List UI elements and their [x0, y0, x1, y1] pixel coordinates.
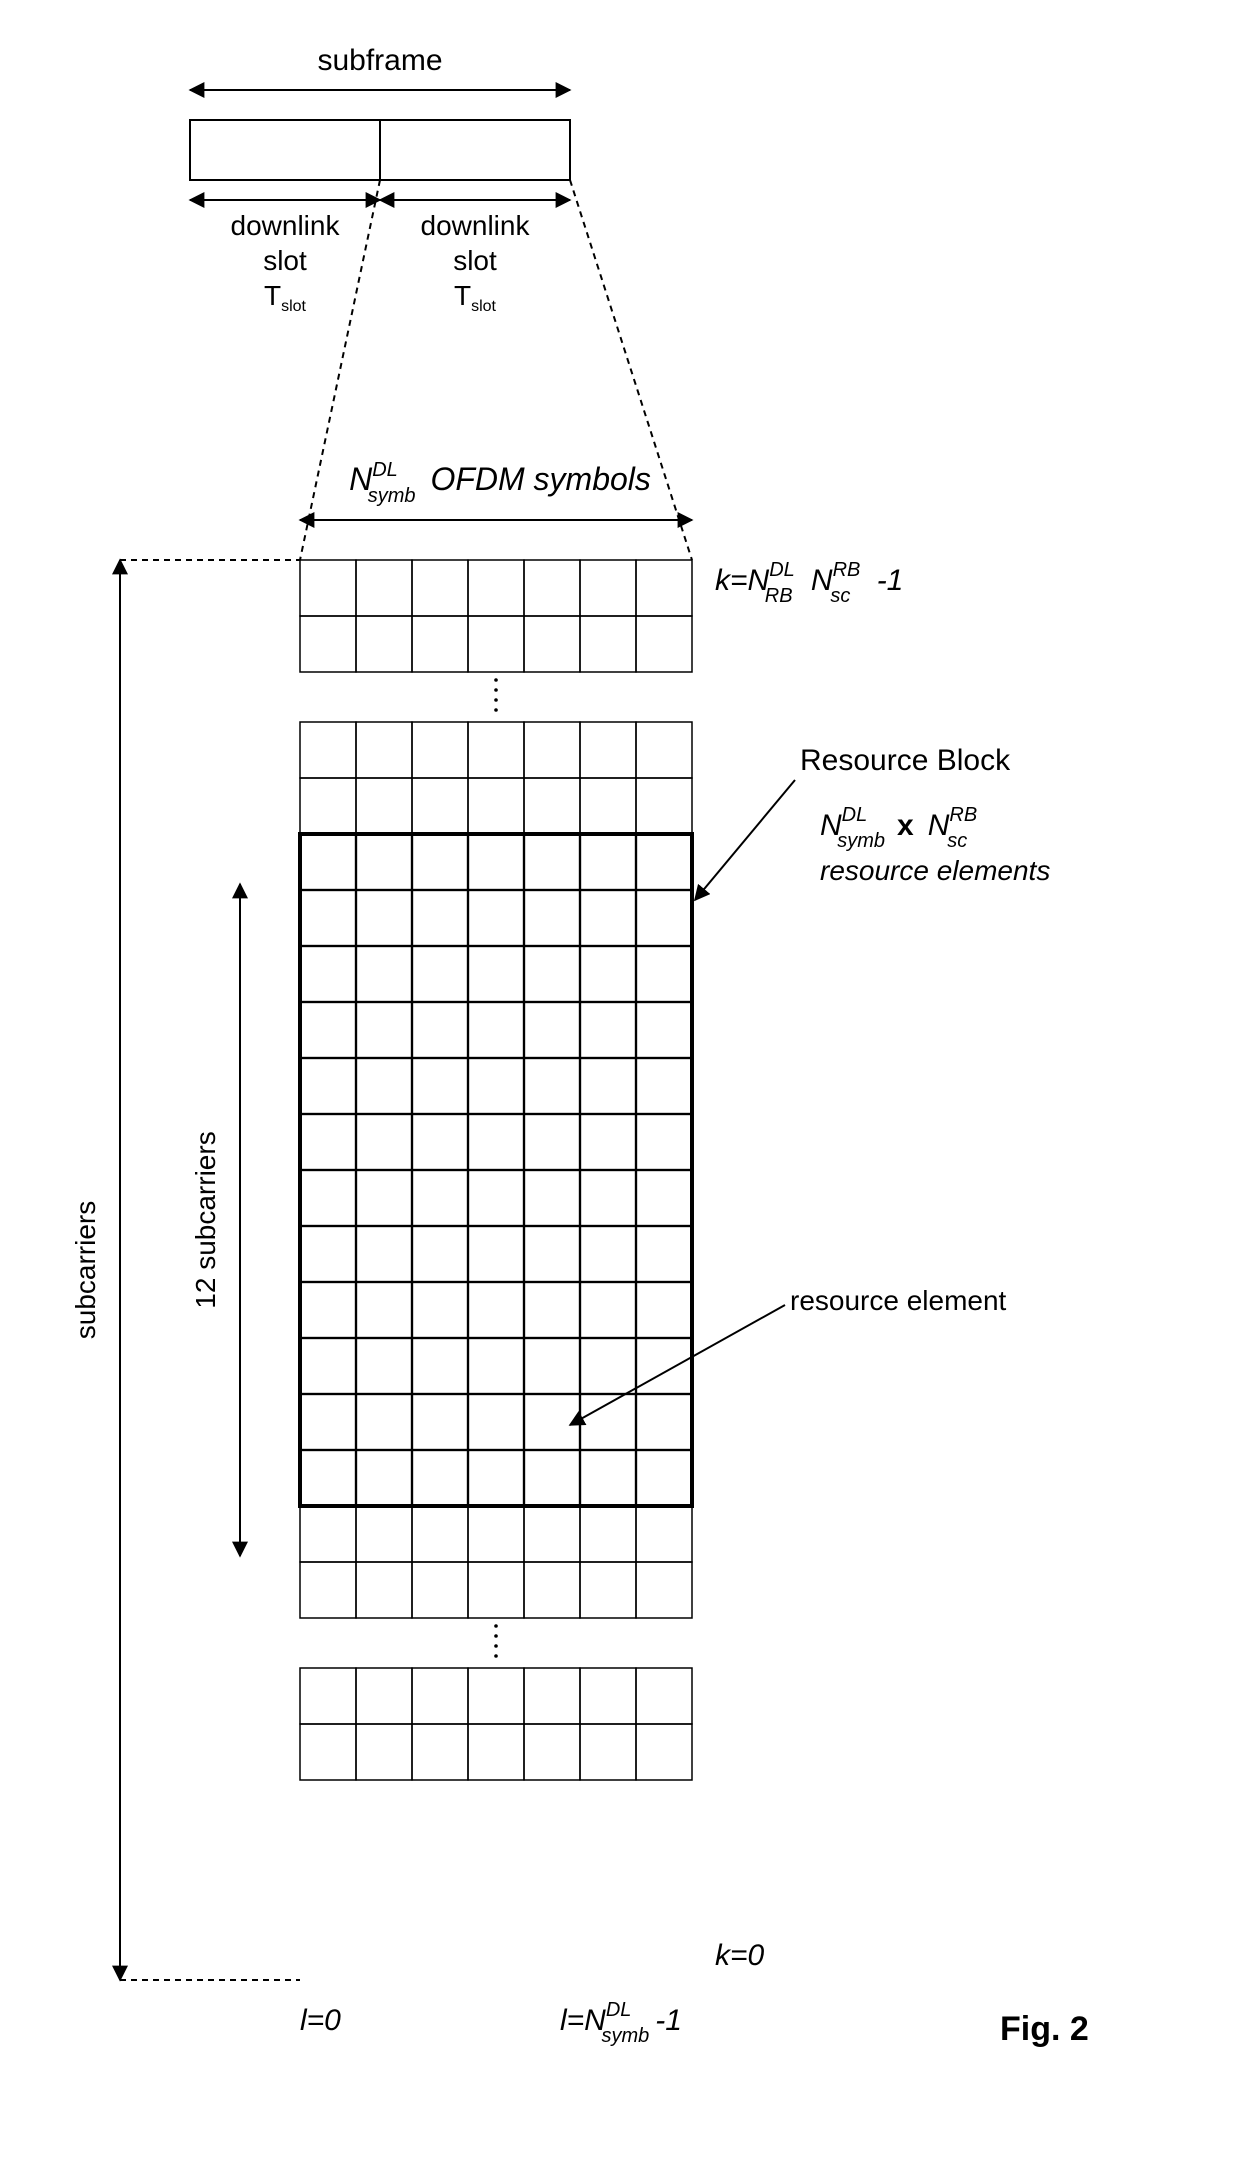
l-right-label: l=NDLsymb-1	[560, 1999, 682, 2047]
resource-grid	[300, 560, 692, 1780]
resource-block-formula: NDLsymbxNRBsc	[820, 804, 977, 852]
ofdm-label-group: NDLsymb OFDM symbols	[300, 459, 692, 520]
resource-element-arrow	[570, 1305, 785, 1425]
twelve-subcarriers-group: 12 subcarriers	[190, 884, 240, 1556]
slot1-label-3: Tslot	[264, 280, 307, 315]
k-top-label: k=NDLRB NRBsc -1	[715, 559, 903, 607]
subcarriers-group: subcarriers	[70, 560, 120, 1980]
figure-caption: Fig. 2	[1000, 2010, 1089, 2048]
slot2-label: downlink	[421, 210, 531, 241]
resource-block-label: Resource Block	[800, 744, 1011, 777]
resource-grid-diagram: subframe downlink slot Tslot downlink sl…	[30, 30, 1210, 2145]
subframe-label: subframe	[317, 44, 442, 77]
svg-text:12 subcarriers: 12 subcarriers	[190, 1131, 221, 1308]
svg-text:NDLsymb OFDM symbols: NDLsymb OFDM symbols	[349, 459, 651, 507]
k-bottom-label: k=0	[715, 1939, 765, 1972]
slot1-label: downlink	[231, 210, 341, 241]
svg-text:subcarriers: subcarriers	[70, 1201, 101, 1339]
projection-line-right	[570, 180, 692, 560]
resource-block-formula-2: resource elements	[820, 855, 1050, 886]
l-left-label: l=0	[300, 2004, 341, 2037]
slot1-label-2: slot	[263, 245, 307, 276]
resource-block-arrow	[695, 780, 795, 900]
slot2-label-2: slot	[453, 245, 497, 276]
slot2-label-3: Tslot	[454, 280, 497, 315]
subframe-section: subframe downlink slot Tslot downlink sl…	[190, 44, 570, 315]
resource-element-label: resource element	[790, 1285, 1007, 1316]
